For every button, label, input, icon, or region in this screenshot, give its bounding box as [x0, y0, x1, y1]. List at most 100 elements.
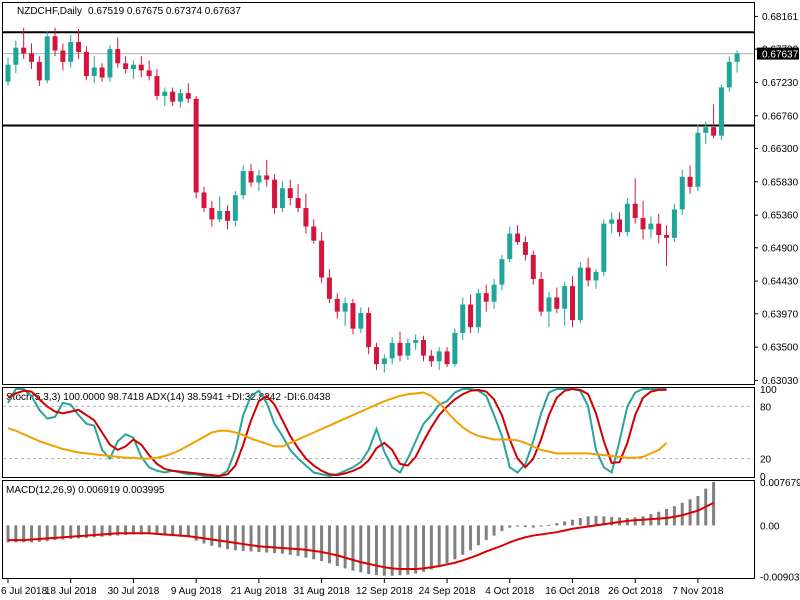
macd-bar [296, 525, 300, 556]
macd-bar [484, 525, 488, 541]
candle-body [342, 303, 348, 312]
candle-body [170, 91, 176, 102]
macd-bar [672, 506, 676, 526]
candle-body [624, 203, 630, 233]
macd-bar [226, 525, 230, 550]
candle-body [21, 47, 27, 54]
candle-body [640, 217, 646, 230]
macd-bar [30, 525, 34, 543]
candle-body [287, 188, 293, 199]
time-tick-label: 18 Jul 2018 [45, 586, 97, 597]
candle-body [436, 351, 442, 362]
candle-body [452, 332, 458, 365]
time-tick-label: 16 Oct 2018 [545, 586, 600, 597]
candle-body [123, 63, 129, 69]
candles [5, 27, 740, 373]
macd-bar [186, 525, 190, 538]
candle-body [154, 76, 160, 96]
candle-body [703, 127, 709, 133]
candle-body [734, 53, 740, 62]
candle-body [444, 351, 450, 365]
macd-bar [516, 525, 520, 527]
price-tick-label: 0.64430 [762, 277, 799, 288]
time-tick-label: 30 Jul 2018 [108, 586, 160, 597]
macd-pane: MACD(12,26,9) 0.006919 0.003995 0.007679… [2, 478, 800, 584]
candle-body [460, 304, 466, 333]
candle-body [193, 98, 199, 193]
macd-bar [210, 525, 214, 546]
macd-bar [194, 525, 198, 541]
candle-body [585, 267, 591, 281]
candle-body [428, 355, 434, 362]
macd-bar [6, 525, 10, 543]
macd-bar [92, 525, 96, 538]
macd-bar [178, 525, 182, 537]
macd-bar [280, 525, 284, 554]
macd-bar [131, 525, 135, 535]
stoch-pane: Stoch(5,3,3) 100.0000 98.7418 ADX(14) 38… [2, 385, 777, 483]
macd-bar [586, 516, 590, 526]
candle-body [146, 70, 152, 77]
macd-bar [14, 525, 18, 543]
macd-bar [641, 516, 645, 526]
candle-body [279, 188, 285, 209]
candle-body [687, 176, 693, 187]
macd-bar [398, 525, 402, 576]
time-tick-label: 26 Oct 2018 [608, 586, 663, 597]
macd-bar [563, 521, 567, 526]
price-tick-label: 0.68161 [762, 12, 799, 23]
macd-bar [327, 525, 331, 564]
macd-bar [241, 525, 245, 551]
candle-body [334, 298, 340, 312]
price-tick-label: 0.63500 [762, 343, 799, 354]
macd-bar [578, 518, 582, 526]
candle-body [507, 233, 513, 260]
macd-bar [288, 525, 292, 555]
candle-body [522, 242, 528, 255]
macd-bar [139, 525, 143, 535]
macd-bar [422, 525, 426, 572]
price-levels [3, 31, 754, 127]
macd-bar [53, 525, 57, 541]
candle-body [209, 208, 215, 220]
candle-body [593, 271, 599, 281]
macd-bar [335, 525, 339, 567]
macd-bar [312, 525, 316, 560]
current-price-label: 0.67637 [762, 50, 799, 61]
candle-body [99, 67, 105, 78]
macd-tick-label: -0.009035 [760, 573, 800, 584]
candle-body [185, 93, 191, 99]
candle-body [499, 259, 505, 285]
macd-tick-label: 0.007679 [760, 478, 800, 489]
time-tick-label: 7 Nov 2018 [672, 586, 724, 597]
candle-body [44, 36, 50, 81]
macd-bar [202, 525, 206, 544]
macd-bar [147, 525, 151, 535]
macd-bar [69, 525, 73, 539]
candle-body [326, 277, 332, 299]
time-tick-label: 4 Oct 2018 [485, 586, 534, 597]
price-title: NZDCHF,Daily [17, 6, 82, 17]
macd-bar [155, 525, 159, 536]
candle-body [530, 254, 536, 279]
stoch-tick-label: 100 [760, 385, 777, 396]
candle-body [554, 297, 560, 309]
macd-bar [100, 525, 104, 537]
macd-bar [343, 525, 347, 569]
price-tick-label: 0.65830 [762, 177, 799, 188]
candle-body [248, 171, 254, 183]
candle-body [397, 342, 403, 356]
candle-body [711, 127, 717, 136]
candle-body [130, 64, 136, 69]
candle-body [272, 179, 278, 209]
macd-bar [265, 525, 269, 553]
macd-bar [367, 525, 371, 575]
macd-bar [171, 525, 175, 537]
candle-body [358, 313, 364, 329]
macd-bar [124, 525, 128, 536]
stoch-tick-label: 20 [760, 455, 772, 466]
candle-body [162, 91, 168, 96]
macd-bar [429, 525, 433, 570]
candle-body [538, 278, 544, 312]
